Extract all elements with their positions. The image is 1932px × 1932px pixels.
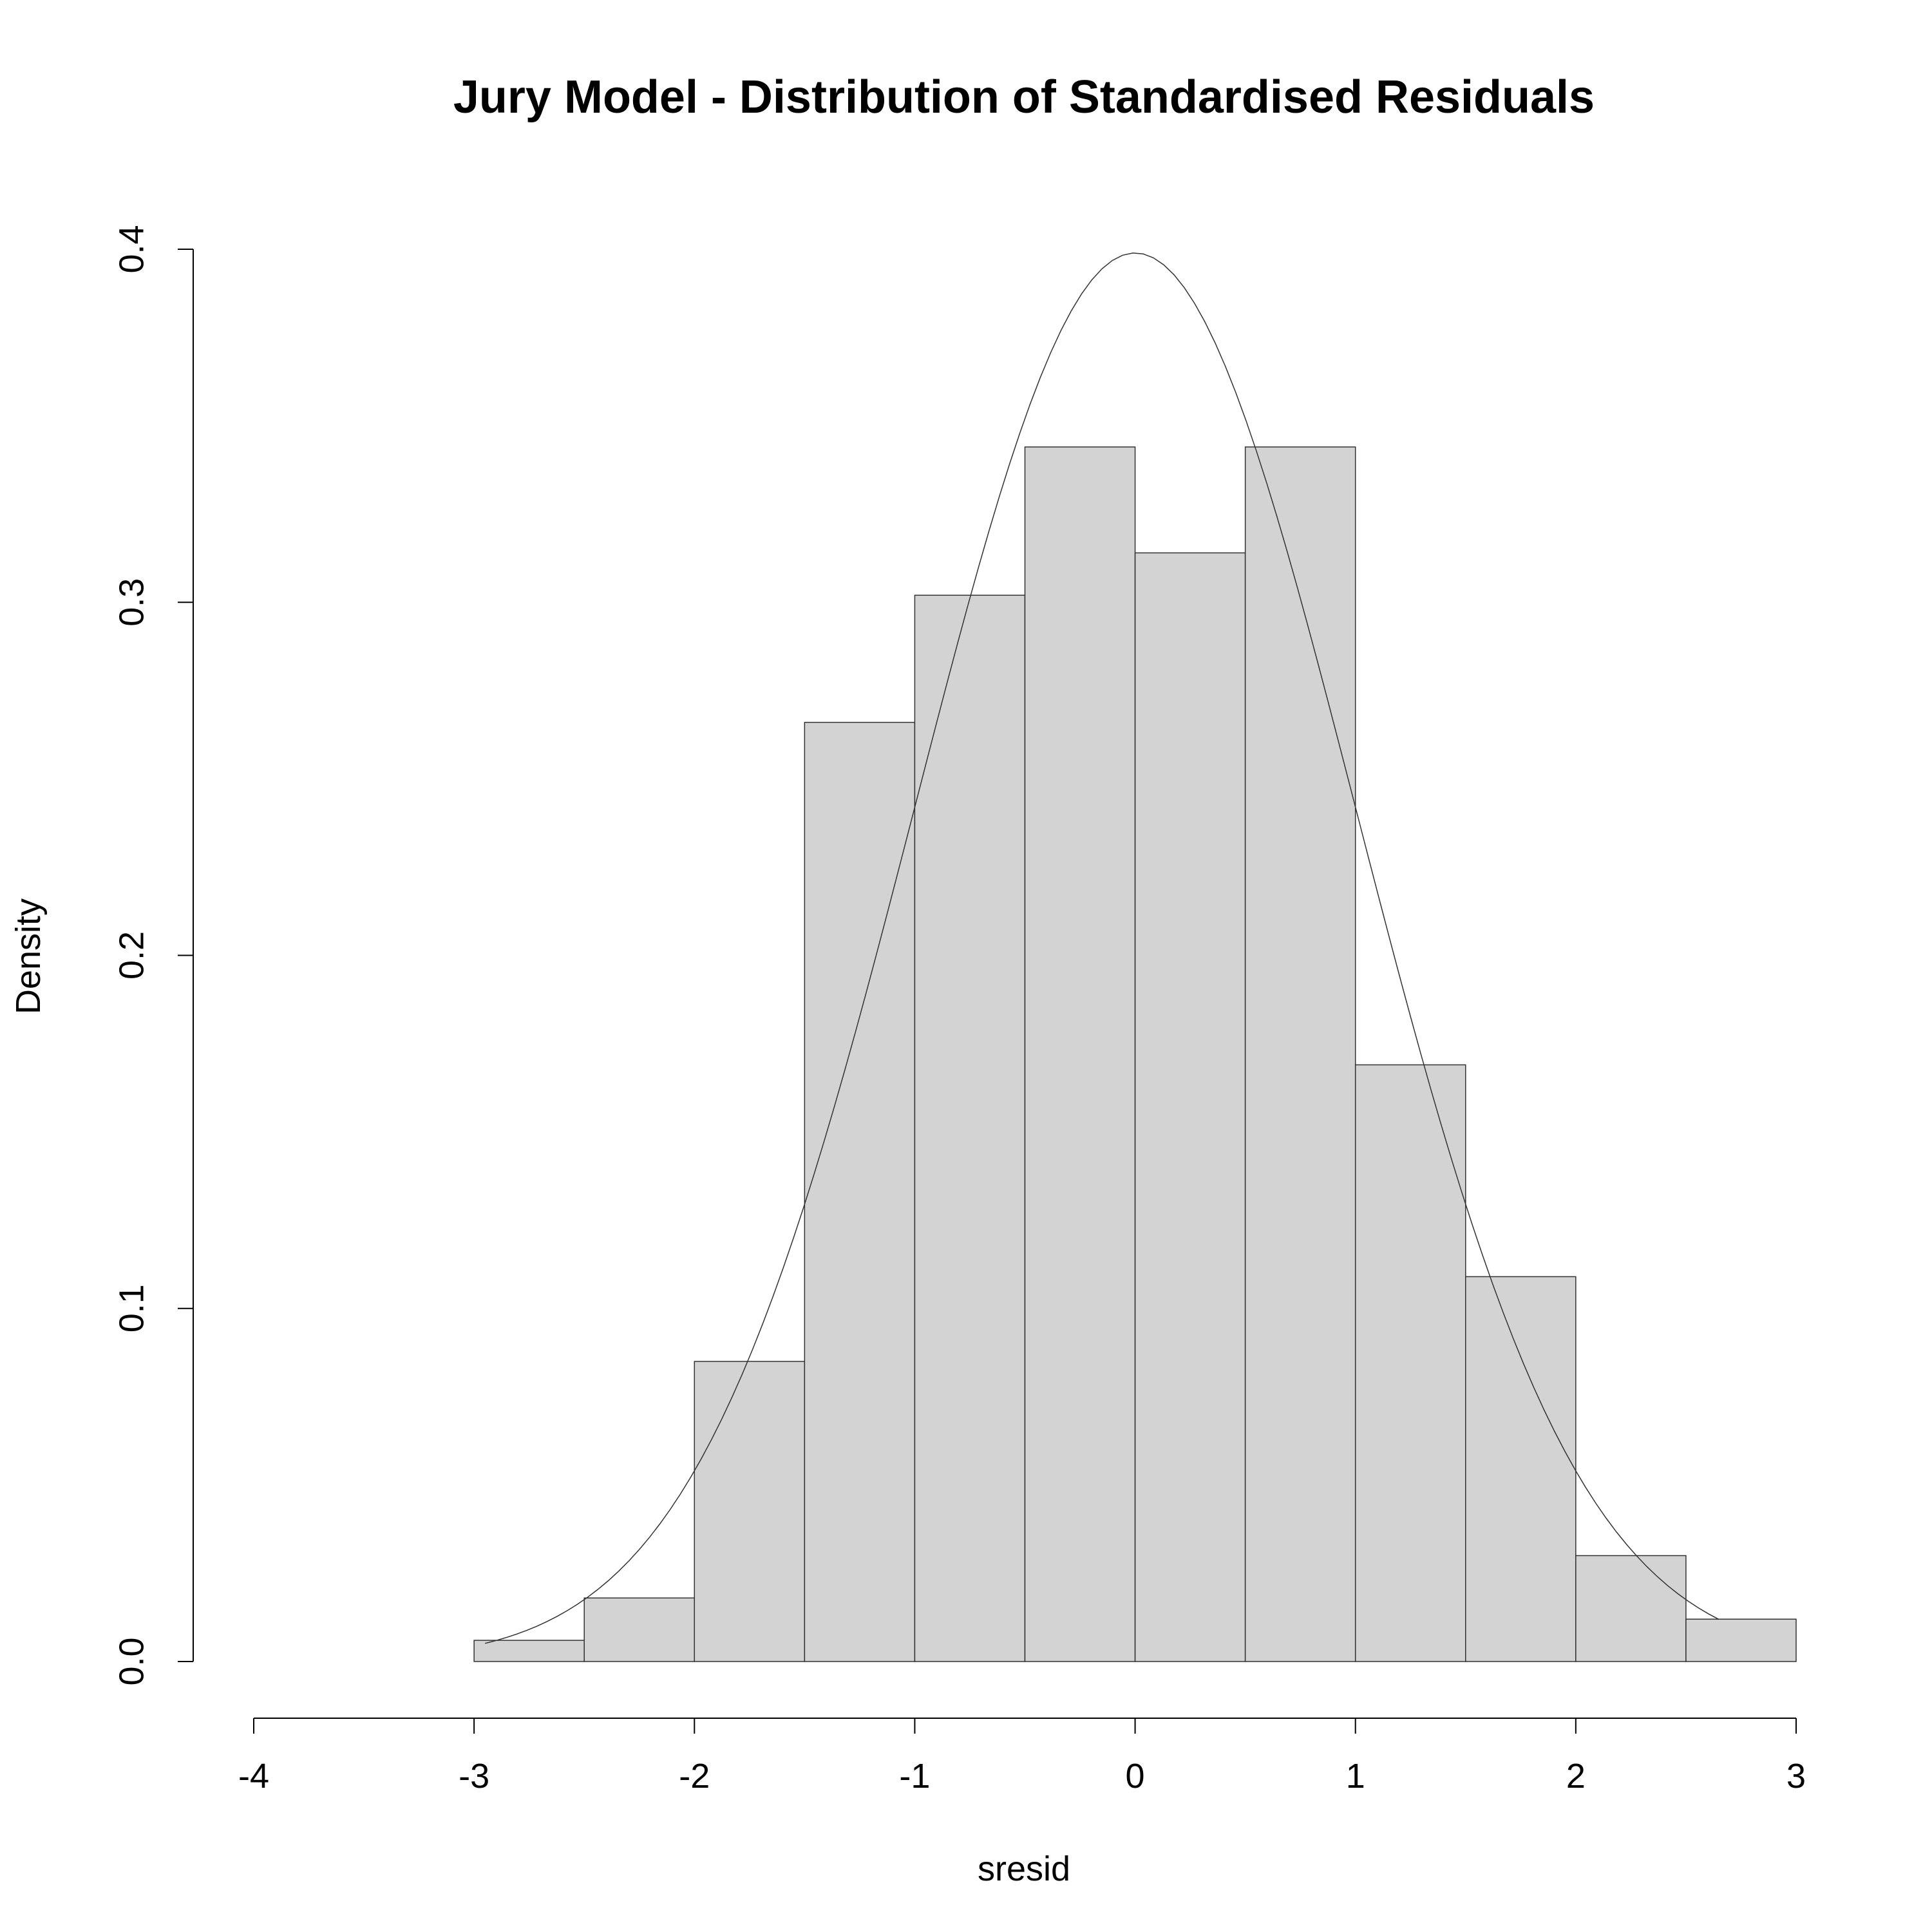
y-axis-label: Density bbox=[9, 898, 48, 1014]
histogram-bars bbox=[473, 446, 1797, 1662]
histogram-bar-4 bbox=[914, 594, 1026, 1662]
histogram-bar-7 bbox=[1244, 446, 1356, 1662]
x-tick-label-7: 3 bbox=[1786, 1757, 1806, 1795]
x-axis: -4 -3 -2 -1 0 1 2 3 bbox=[238, 1718, 1806, 1795]
histogram-bar-2 bbox=[694, 1361, 806, 1662]
x-tick-label-4: 0 bbox=[1126, 1757, 1145, 1795]
x-tick-label-2: -2 bbox=[679, 1757, 710, 1795]
histogram-bar-5 bbox=[1024, 446, 1136, 1662]
y-tick-label-4: 0.4 bbox=[112, 225, 151, 273]
histogram-bar-8 bbox=[1354, 1064, 1466, 1662]
histogram-bar-10 bbox=[1575, 1555, 1687, 1662]
histogram-bar-1 bbox=[583, 1597, 696, 1662]
x-tick-label-6: 2 bbox=[1566, 1757, 1586, 1795]
histogram-bar-3 bbox=[804, 721, 916, 1662]
histogram-bar-9 bbox=[1465, 1276, 1577, 1662]
y-tick-label-2: 0.2 bbox=[112, 931, 151, 980]
y-tick-label-3: 0.3 bbox=[112, 578, 151, 627]
x-tick-label-3: -1 bbox=[899, 1757, 930, 1795]
x-tick-label-5: 1 bbox=[1346, 1757, 1365, 1795]
y-tick-label-1: 0.1 bbox=[112, 1284, 151, 1332]
normal-density-curve bbox=[485, 252, 1719, 1644]
x-axis-label: sresid bbox=[978, 1850, 1070, 1888]
histogram-bar-0 bbox=[473, 1640, 585, 1662]
histogram-bar-11 bbox=[1685, 1618, 1797, 1662]
y-axis: 0.0 0.1 0.2 0.3 0.4 bbox=[112, 225, 194, 1686]
x-tick-label-0: -4 bbox=[238, 1757, 269, 1795]
y-tick-label-0: 0.0 bbox=[112, 1637, 151, 1685]
chart-title: Jury Model - Distribution of Standardise… bbox=[453, 71, 1595, 123]
x-tick-label-1: -3 bbox=[459, 1757, 489, 1795]
histogram-bar-6 bbox=[1134, 552, 1246, 1662]
